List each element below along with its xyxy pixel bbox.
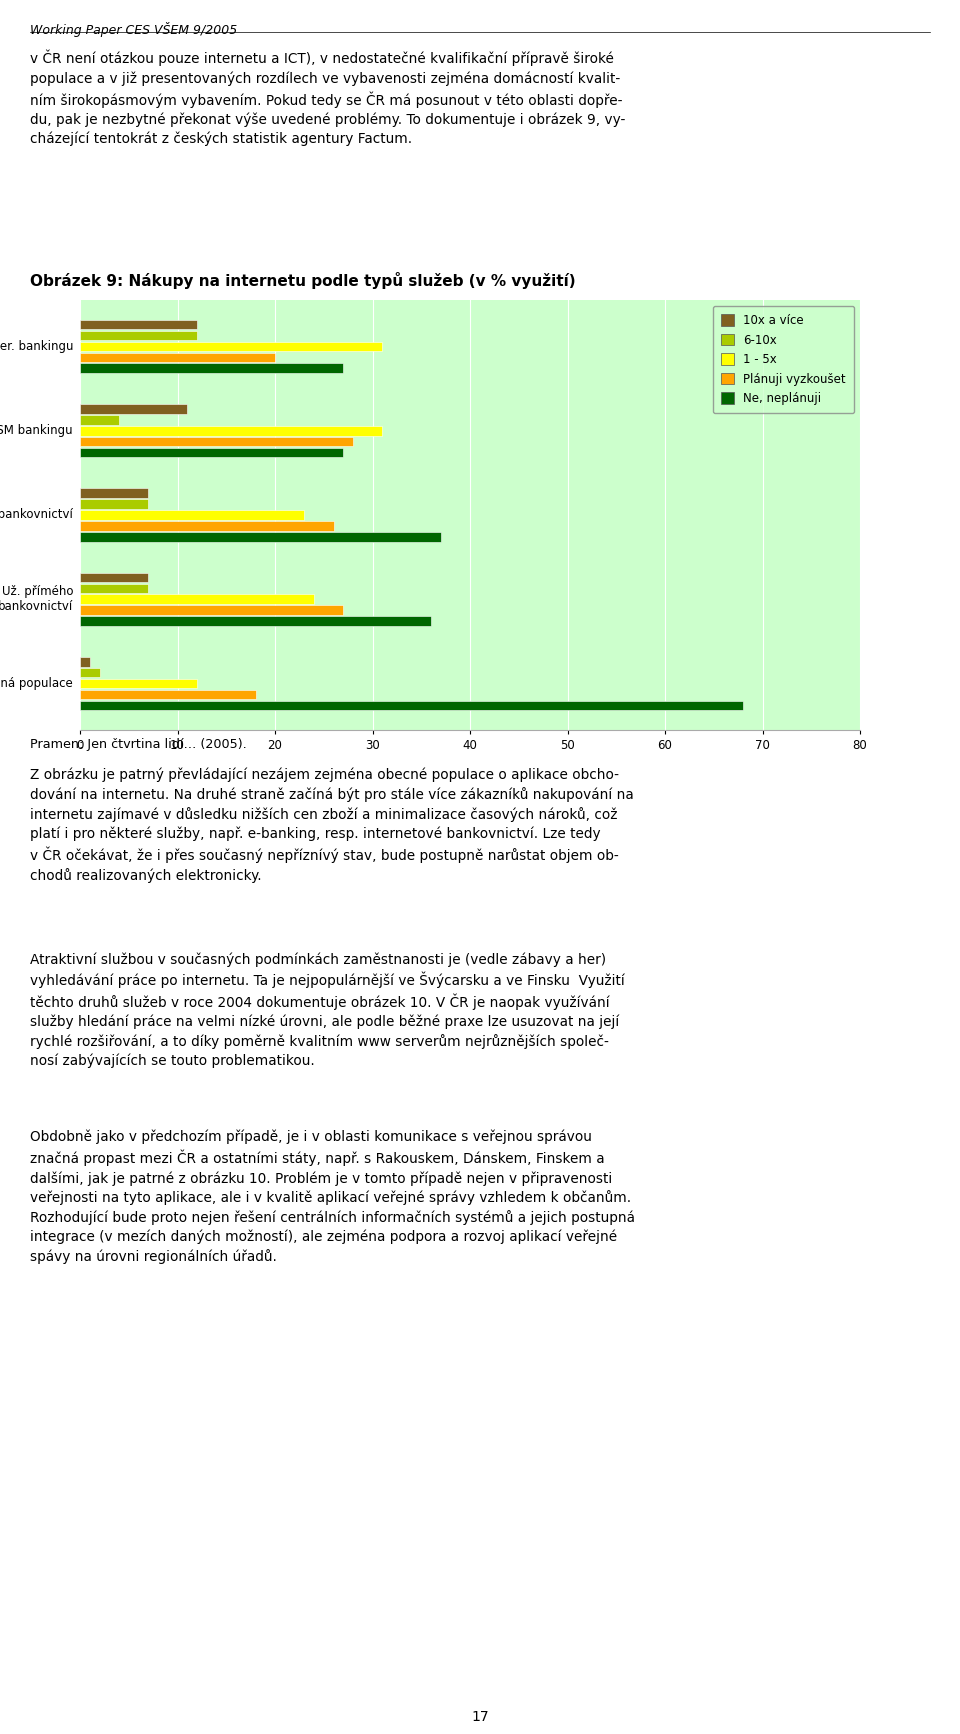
Bar	[80, 489, 148, 498]
Bar	[80, 510, 304, 520]
Text: Obrázek 9: Nákupy na internetu podle typů služeb (v % využití): Obrázek 9: Nákupy na internetu podle typ…	[30, 272, 576, 290]
Bar	[80, 437, 353, 446]
Bar	[80, 572, 148, 583]
Bar	[80, 522, 333, 531]
Bar	[80, 690, 255, 699]
Bar	[80, 595, 314, 603]
Text: Atraktivní službou v současných podmínkách zaměstnanosti je (vedle zábavy a her): Atraktivní službou v současných podmínká…	[30, 952, 625, 1068]
Bar	[80, 404, 187, 414]
Legend: 10x a více, 6-10x, 1 - 5x, Plánuji vyzkoušet, Ne, neplánuji: 10x a více, 6-10x, 1 - 5x, Plánuji vyzko…	[712, 305, 854, 413]
Text: v ČR není otázkou pouze internetu a ICT), v nedostatečné kvalifikační přípravě š: v ČR není otázkou pouze internetu a ICT)…	[30, 50, 625, 146]
Bar	[80, 499, 148, 508]
Text: Z obrázku je patrný převládající nezájem zejména obecné populace o aplikace obch: Z obrázku je patrný převládající nezájem…	[30, 768, 634, 883]
Bar	[80, 678, 197, 688]
Bar	[80, 414, 119, 425]
Bar	[80, 668, 100, 678]
Bar	[80, 701, 743, 711]
Bar	[80, 447, 344, 458]
Text: Pramen: Jen čtvrtina lidí… (2005).: Pramen: Jen čtvrtina lidí… (2005).	[30, 739, 247, 751]
Bar	[80, 584, 148, 593]
Bar	[80, 342, 382, 352]
Text: Obdobně jako v předchozím případě, je i v oblasti komunikace s veřejnou správou
: Obdobně jako v předchozím případě, je i …	[30, 1131, 635, 1264]
Bar	[80, 319, 197, 329]
Bar	[80, 364, 344, 373]
Text: 17: 17	[471, 1710, 489, 1724]
Bar	[80, 605, 344, 616]
Bar	[80, 616, 431, 626]
Bar	[80, 352, 275, 362]
Bar	[80, 427, 382, 435]
Bar	[80, 331, 197, 340]
Bar	[80, 657, 89, 666]
Text: Working Paper CES VŠEM 9/2005: Working Paper CES VŠEM 9/2005	[30, 23, 237, 36]
Bar	[80, 532, 441, 541]
